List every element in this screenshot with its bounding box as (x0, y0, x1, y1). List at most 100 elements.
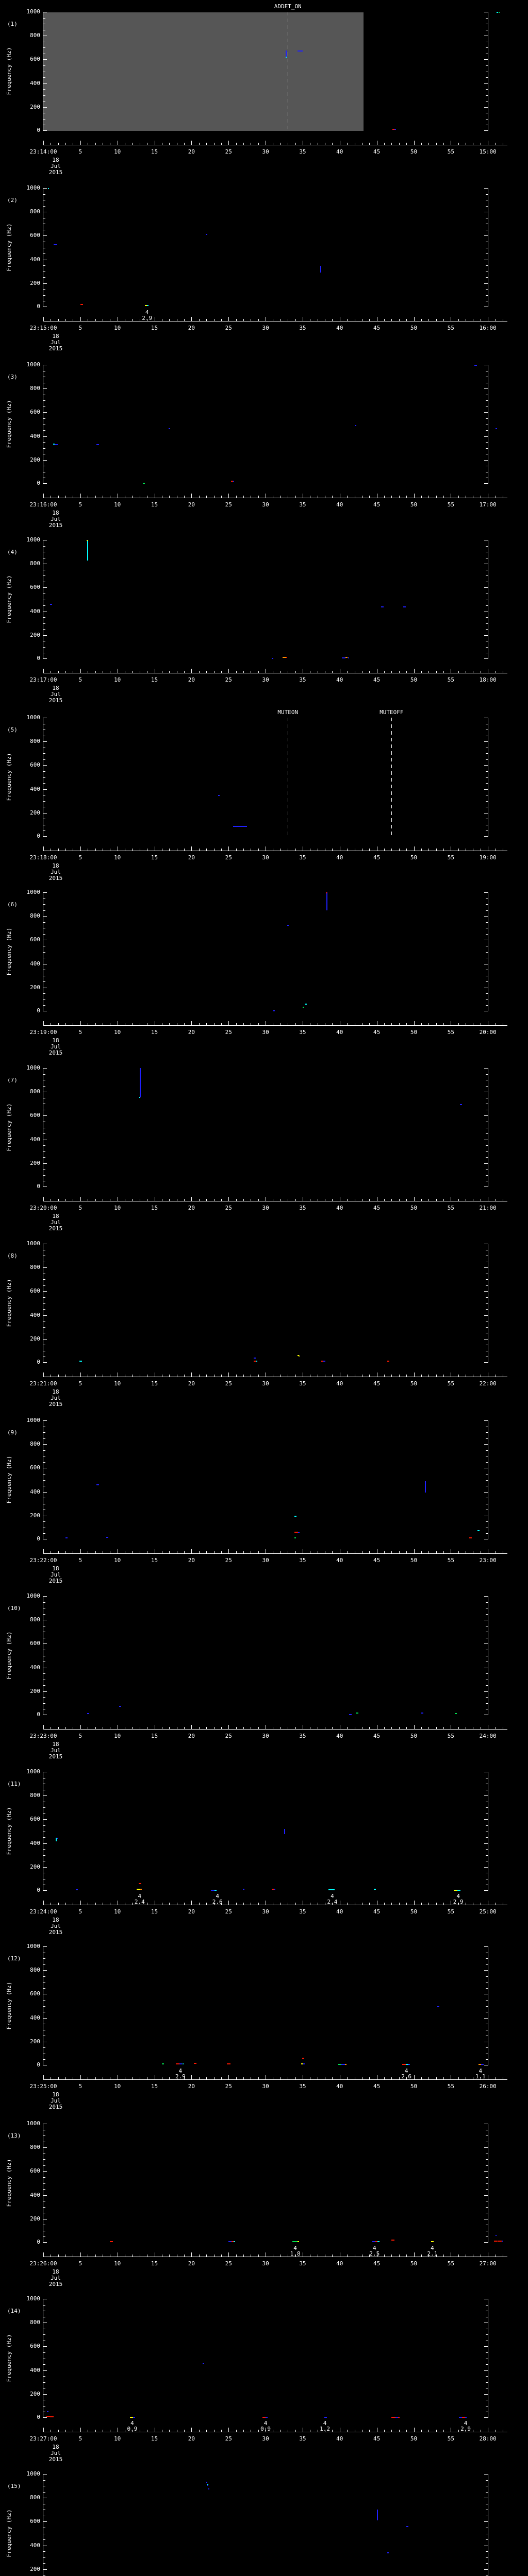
x-tick-label: 5 (78, 1029, 82, 1036)
y-tick (43, 2047, 45, 2048)
y-tick (484, 2569, 488, 2570)
x-tick (369, 496, 370, 498)
x-tick (443, 1199, 444, 1201)
x-tick (199, 1375, 200, 1377)
y-tick-label: 600 (30, 1640, 40, 1647)
x-tick (58, 2077, 59, 2079)
y-tick (43, 1703, 45, 1704)
date-label: Jul (51, 1747, 61, 1754)
y-tick (484, 1795, 488, 1797)
y-tick (43, 448, 45, 449)
y-tick (484, 1115, 488, 1116)
x-tick (191, 1372, 192, 1377)
x-tick (347, 2430, 348, 2432)
date-label: 2015 (48, 1225, 63, 1232)
data-mark (375, 2241, 378, 2243)
x-tick (65, 2430, 67, 2432)
x-tick (236, 143, 237, 145)
data-mark (65, 1537, 68, 1538)
y-tick (43, 1533, 45, 1534)
y-tick (43, 1614, 45, 1615)
x-tick-label: 35 (299, 1908, 306, 1915)
data-mark (287, 924, 289, 926)
y-tick (484, 2521, 488, 2522)
panel-index-label: (15) (7, 2483, 21, 2489)
y-tick (484, 836, 488, 837)
data-mark (474, 365, 477, 366)
data-mark (348, 657, 350, 658)
x-tick-label: 20 (188, 1557, 195, 1564)
x-tick-label: 40 (336, 854, 343, 861)
date-label: 18 (52, 1037, 59, 1044)
x-tick (191, 2428, 192, 2432)
y-tick (43, 2059, 45, 2060)
x-tick (65, 1375, 67, 1377)
x-tick-label: 10 (114, 1029, 121, 1036)
x-tick-label: 25 (225, 1557, 232, 1564)
y-tick (43, 277, 45, 278)
y-tick-label: 800 (30, 1967, 40, 1974)
x-tick-label: 55 (447, 1205, 454, 1211)
x-tick (406, 671, 407, 673)
data-mark (233, 481, 234, 482)
x-tick (184, 143, 185, 145)
x-tick (280, 1375, 281, 1377)
y-axis-title: Frequency (Hz) (6, 1631, 12, 1679)
eq-label: 4 (263, 2420, 268, 2427)
x-tick (458, 2430, 459, 2432)
y-tick (43, 1473, 45, 1475)
x-tick-label: 25 (225, 2435, 232, 2442)
date-label: 18 (52, 685, 59, 691)
data-mark (285, 57, 287, 58)
x-end-label: 15:00 (479, 148, 497, 155)
data-mark (47, 2411, 49, 2413)
y-axis-title: Frequency (Hz) (6, 223, 12, 271)
y-tick (486, 546, 488, 547)
data-mark (271, 658, 274, 659)
x-tick-label: 40 (336, 1908, 343, 1915)
x-start-label: 23:26:00 (29, 2260, 57, 2267)
x-tick (132, 1727, 133, 1729)
y-tick (486, 1964, 488, 1965)
x-tick (443, 143, 444, 145)
x-start-label: 23:22:00 (29, 1557, 57, 1564)
y-tick (484, 1492, 488, 1493)
x-tick (258, 143, 259, 145)
x-tick-label: 20 (188, 148, 195, 155)
x-tick-label: 50 (410, 676, 418, 683)
y-tick-label: 0 (37, 833, 40, 839)
x-tick (369, 2430, 370, 2432)
y-tick-label: 0 (37, 1887, 40, 1893)
y-tick (43, 1837, 45, 1838)
x-tick-label: 35 (299, 1029, 306, 1036)
x-tick (221, 1023, 222, 1025)
data-mark (254, 1357, 256, 1359)
y-tick (484, 1315, 488, 1316)
x-tick (191, 1725, 192, 1729)
x-tick (199, 671, 200, 673)
y-tick (486, 2207, 488, 2208)
data-mark (242, 1888, 245, 1890)
x-tick (428, 1727, 430, 1729)
y-tick-label: 200 (30, 2390, 40, 2397)
y-tick (43, 460, 47, 461)
data-mark (387, 1360, 390, 1362)
x-tick (132, 143, 133, 145)
x-tick (95, 143, 96, 145)
x-tick (384, 2430, 385, 2432)
x-tick (95, 1375, 96, 1377)
y-tick (484, 1691, 488, 1692)
x-tick (332, 1551, 333, 1553)
x-tick (347, 1727, 348, 1729)
x-tick-label: 50 (410, 1205, 418, 1211)
x-tick (184, 671, 185, 673)
y-tick (43, 741, 47, 742)
y-tick (486, 2183, 488, 2184)
x-tick-label: 10 (114, 854, 121, 861)
y-tick (43, 1462, 45, 1463)
x-tick (228, 1725, 229, 1729)
data-mark (76, 1889, 78, 1890)
date-label: 2015 (48, 169, 63, 176)
y-tick (43, 388, 47, 389)
x-tick-label: 55 (447, 1557, 454, 1564)
